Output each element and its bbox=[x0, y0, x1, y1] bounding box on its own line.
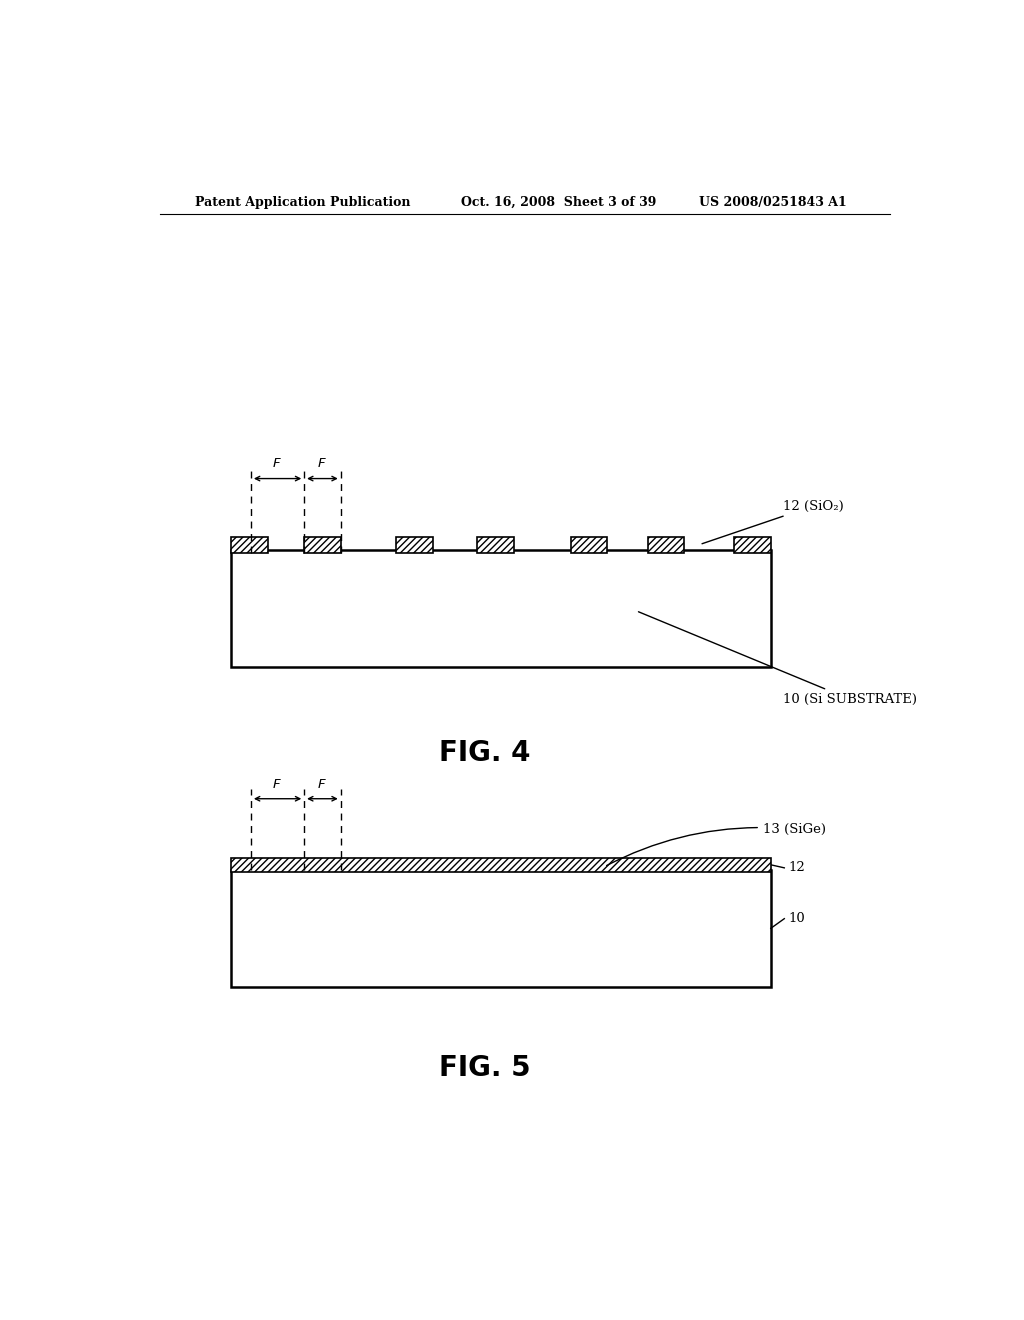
Bar bbox=[570, 536, 607, 553]
Text: FIG. 5: FIG. 5 bbox=[439, 1055, 530, 1082]
Bar bbox=[648, 536, 684, 553]
Bar bbox=[477, 536, 514, 553]
Text: F: F bbox=[272, 777, 281, 791]
Text: 10 (Si SUBSTRATE): 10 (Si SUBSTRATE) bbox=[639, 611, 916, 706]
Text: F: F bbox=[317, 458, 326, 470]
Bar bbox=[231, 870, 771, 987]
Bar bbox=[231, 858, 771, 873]
Text: 10: 10 bbox=[788, 912, 805, 925]
Text: 12: 12 bbox=[788, 862, 805, 874]
Text: 12 (SiO₂): 12 (SiO₂) bbox=[702, 499, 844, 544]
Bar bbox=[304, 536, 341, 553]
Text: F: F bbox=[317, 777, 326, 791]
Bar bbox=[231, 536, 267, 553]
Bar bbox=[396, 536, 433, 553]
Text: FIG. 4: FIG. 4 bbox=[439, 739, 530, 767]
Bar bbox=[734, 536, 771, 553]
Text: F: F bbox=[272, 458, 281, 470]
Text: Oct. 16, 2008  Sheet 3 of 39: Oct. 16, 2008 Sheet 3 of 39 bbox=[461, 195, 656, 209]
Text: US 2008/0251843 A1: US 2008/0251843 A1 bbox=[699, 195, 847, 209]
Text: Patent Application Publication: Patent Application Publication bbox=[196, 195, 411, 209]
Text: 13 (SiGe): 13 (SiGe) bbox=[606, 822, 826, 866]
Bar bbox=[231, 549, 771, 667]
